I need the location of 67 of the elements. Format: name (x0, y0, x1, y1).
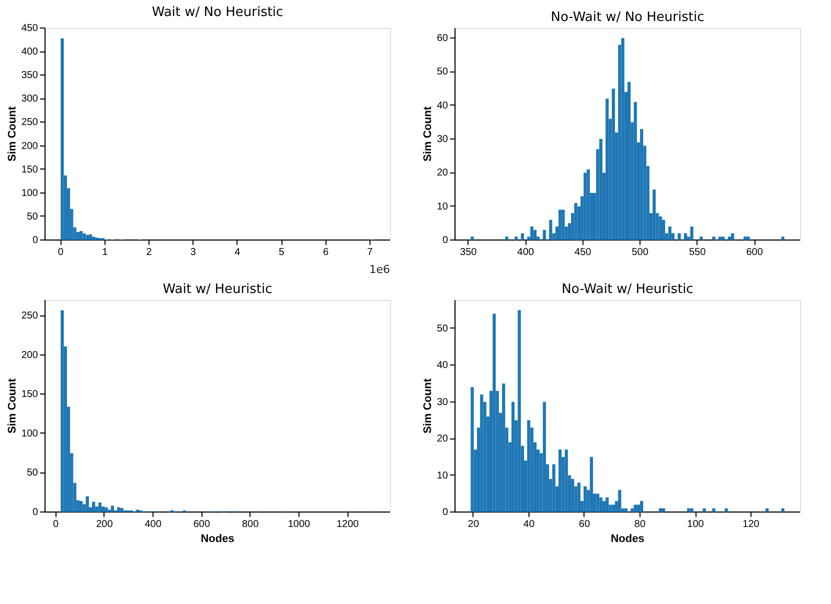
y-tick-label: 10 (436, 470, 448, 482)
y-tick-label: 200 (21, 140, 38, 152)
y-tick-label: 20 (436, 168, 448, 179)
x-tick-label: 200 (96, 519, 114, 530)
y-axis-title: Sim Count (6, 378, 18, 434)
text: 1e6 (369, 263, 390, 276)
x-tick-label: 1200 (336, 519, 360, 530)
y-tick-label: 30 (436, 134, 448, 146)
chart-title: No-Wait w/ Heuristic (562, 282, 694, 297)
x-tick-label: 7 (367, 247, 374, 258)
x-tick-label: 0 (53, 519, 60, 530)
y-tick-label: 30 (436, 396, 448, 408)
y-tick-label: 100 (21, 428, 38, 440)
y-tick-label: 0 (442, 235, 448, 246)
y-tick-label: 200 (21, 350, 38, 361)
x-tick-label: 80 (634, 519, 646, 530)
x-tick-label: 3 (190, 247, 196, 258)
x-tick-label: 0 (58, 247, 64, 258)
x-tick-label: 600 (746, 247, 764, 258)
x-tick-label: 2 (146, 247, 152, 258)
x-tick-label: 450 (574, 247, 592, 258)
y-tick-label: 50 (436, 323, 448, 334)
chart-title: No-Wait w/ No Heuristic (550, 10, 704, 25)
y-tick-label: 40 (436, 360, 448, 372)
y-tick-label: 0 (32, 507, 38, 518)
chart-title: Wait w/ Heuristic (162, 282, 272, 297)
x-tick-label: 5 (278, 247, 285, 258)
x-tick-label: 100 (687, 519, 704, 530)
y-tick-label: 300 (21, 94, 38, 105)
y-tick-label: 50 (436, 66, 448, 78)
x-tick-label: 800 (242, 519, 260, 530)
x-tick-label: 1000 (288, 519, 311, 530)
y-tick-label: 150 (21, 389, 38, 400)
y-tick-label: 150 (21, 164, 38, 176)
y-tick-label: 40 (436, 100, 448, 112)
y-tick-label: 450 (21, 23, 38, 34)
y-axis-title: Sim Count (422, 378, 434, 434)
y-tick-label: 250 (21, 117, 38, 128)
y-tick-label: 50 (26, 211, 38, 222)
x-tick-label: 60 (578, 519, 590, 530)
x-tick-label: 600 (193, 519, 210, 530)
y-tick-label: 10 (436, 201, 448, 212)
y-axis-title: Sim Count (6, 106, 18, 162)
y-axis-title: Sim Count (422, 106, 434, 162)
y-tick-label: 400 (21, 46, 38, 58)
x-axis-title: Nodes (610, 533, 644, 545)
y-tick-label: 350 (21, 70, 38, 82)
x-tick-label: 20 (468, 519, 480, 530)
y-tick-label: 0 (32, 235, 38, 246)
x-tick-label: 120 (742, 519, 760, 530)
y-tick-label: 100 (21, 188, 38, 199)
x-tick-label: 4 (234, 247, 241, 258)
x-tick-label: 1 (102, 247, 108, 258)
y-tick-label: 250 (21, 310, 38, 322)
y-tick-label: 0 (442, 507, 448, 518)
x-tick-label: 400 (517, 247, 534, 258)
x-tick-label: 350 (460, 247, 478, 258)
x-tick-label: 550 (688, 247, 706, 258)
chart-title: Wait w/ No Heuristic (152, 5, 284, 20)
y-tick-label: 20 (436, 434, 448, 445)
x-tick-label: 500 (632, 247, 649, 258)
x-axis-title: Nodes (200, 533, 234, 545)
x-tick-label: 6 (322, 247, 329, 258)
x-tick-label: 40 (523, 519, 535, 530)
y-tick-label: 60 (436, 33, 448, 44)
y-tick-label: 50 (26, 468, 38, 479)
x-tick-label: 400 (144, 519, 162, 530)
